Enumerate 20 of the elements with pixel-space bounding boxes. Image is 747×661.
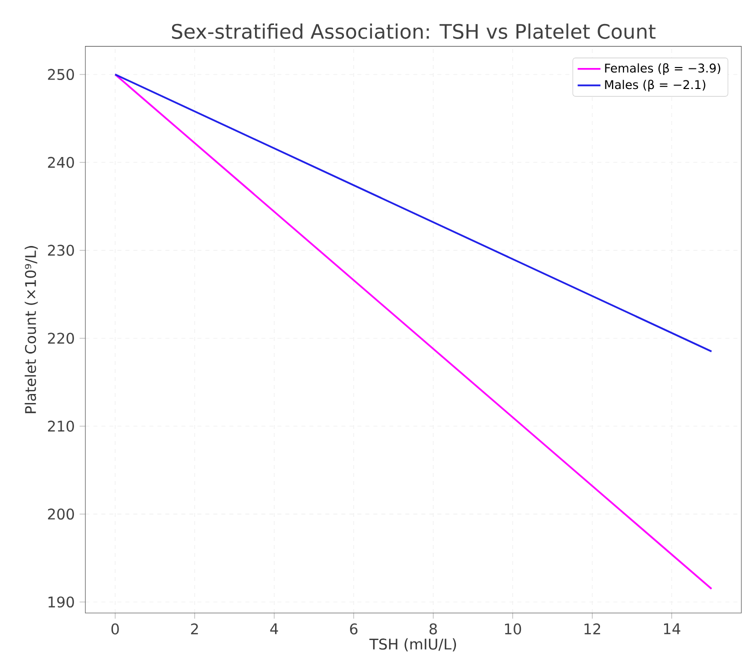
x-axis-title: TSH (mIU/L)	[369, 638, 456, 652]
y-tick-label: 190	[48, 596, 74, 608]
y-tick-label: 200	[48, 508, 74, 520]
x-tick-label: 14	[664, 623, 680, 634]
x-tick-label: 0	[111, 623, 119, 634]
x-tick-label: 10	[505, 623, 522, 634]
chart-title: Sex-stratified Association: TSH vs Platelet Count	[172, 23, 656, 39]
y-tick-label: 220	[48, 332, 74, 344]
y-tick-label: 240	[48, 156, 74, 168]
y-tick-label: 230	[48, 244, 74, 256]
x-tick-label: 2	[191, 623, 198, 634]
y-tick-label: 210	[48, 420, 74, 432]
legend-label: Males (β = −2.1)	[605, 80, 706, 92]
y-axis-title: Platelet Count (×10⁹/L)	[24, 246, 38, 414]
x-tick-label: 8	[430, 623, 437, 634]
y-tick-label: 250	[48, 68, 74, 80]
x-tick-label: 4	[270, 623, 278, 634]
legend-label: Females (β = −3.9)	[605, 63, 720, 75]
x-tick-label: 12	[584, 623, 600, 634]
x-tick-label: 6	[350, 623, 358, 634]
